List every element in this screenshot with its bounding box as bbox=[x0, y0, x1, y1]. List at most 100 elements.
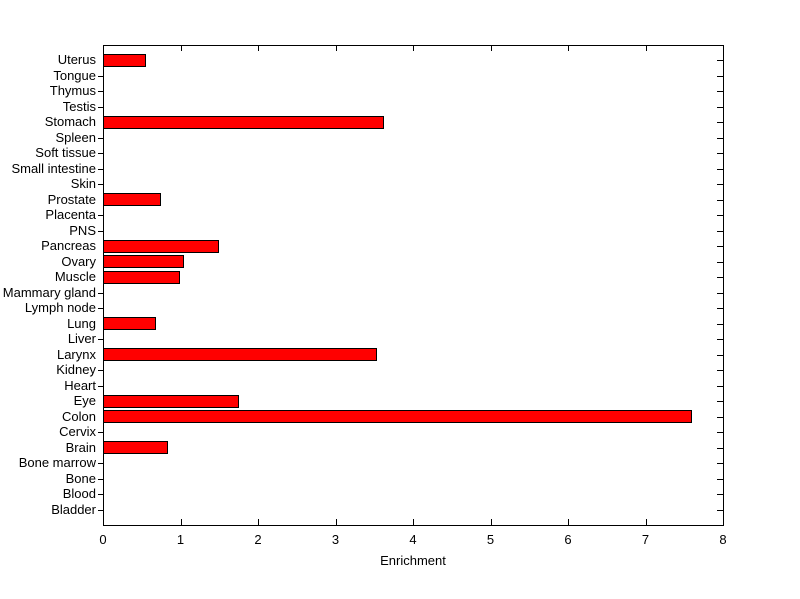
x-tick-top bbox=[645, 46, 647, 51]
x-tick-top bbox=[103, 46, 104, 51]
zero-value-dash bbox=[98, 231, 103, 232]
x-tick-top bbox=[568, 46, 569, 51]
y-tick-label: Skin bbox=[70, 176, 96, 192]
zero-value-dash bbox=[98, 91, 103, 92]
y-tick-label: Heart bbox=[64, 377, 96, 393]
bar bbox=[103, 54, 146, 67]
y-tick bbox=[717, 463, 723, 464]
y-tick-label: Lymph node bbox=[24, 300, 96, 316]
y-tick-label: Soft tissue bbox=[35, 145, 96, 161]
x-tick-top bbox=[335, 46, 337, 51]
y-tick-label: Small intestine bbox=[11, 160, 96, 176]
x-tick-top bbox=[490, 46, 492, 51]
bar bbox=[103, 193, 161, 206]
y-tick-label: Stomach bbox=[44, 114, 96, 130]
y-tick bbox=[717, 91, 723, 92]
x-tick-top bbox=[180, 46, 182, 51]
y-tick bbox=[717, 308, 723, 309]
y-tick-label: Lung bbox=[67, 315, 96, 331]
bar bbox=[103, 271, 180, 284]
bar bbox=[103, 410, 692, 423]
y-tick bbox=[717, 401, 723, 402]
x-tick-label: 0 bbox=[99, 532, 107, 547]
x-tick-bottom bbox=[103, 519, 104, 525]
x-tick-label: 1 bbox=[176, 532, 185, 547]
y-tick-label: Kidney bbox=[56, 362, 96, 378]
y-tick bbox=[717, 215, 723, 216]
y-tick-label: Placenta bbox=[45, 207, 96, 223]
x-tick-top bbox=[258, 46, 259, 51]
zero-value-dash bbox=[98, 479, 103, 480]
y-tick bbox=[717, 277, 723, 278]
x-tick-top bbox=[413, 46, 414, 51]
y-tick bbox=[717, 169, 723, 170]
y-tick-label: Spleen bbox=[55, 129, 96, 145]
y-tick bbox=[717, 324, 723, 325]
y-tick bbox=[717, 76, 723, 77]
bar bbox=[103, 317, 156, 330]
y-tick bbox=[717, 479, 723, 480]
y-tick bbox=[717, 355, 723, 356]
bar bbox=[103, 441, 168, 454]
y-tick-label: Larynx bbox=[56, 346, 96, 362]
bar bbox=[103, 348, 377, 361]
y-tick-label: Ovary bbox=[61, 253, 96, 269]
zero-value-dash bbox=[98, 293, 103, 294]
x-tick-bottom bbox=[645, 519, 647, 525]
x-tick-label: 6 bbox=[564, 532, 572, 547]
y-tick bbox=[717, 448, 723, 449]
y-tick-label: Thymus bbox=[49, 83, 96, 99]
y-tick-label: Liver bbox=[67, 331, 96, 347]
y-tick-label: Blood bbox=[62, 486, 96, 502]
y-tick bbox=[717, 231, 723, 232]
y-tick-label: Brain bbox=[65, 439, 96, 455]
y-tick-label: Muscle bbox=[54, 269, 96, 285]
zero-value-dash bbox=[98, 153, 103, 154]
y-tick bbox=[717, 184, 723, 185]
y-tick-label: Uterus bbox=[57, 52, 96, 68]
y-tick-label: Tongue bbox=[53, 67, 96, 83]
y-tick bbox=[717, 246, 723, 247]
bar bbox=[103, 116, 384, 129]
zero-value-dash bbox=[98, 494, 103, 495]
y-tick bbox=[717, 138, 723, 139]
y-tick-label: Prostate bbox=[47, 191, 96, 207]
y-tick bbox=[717, 432, 723, 433]
y-tick bbox=[717, 200, 723, 201]
y-tick-label: Bladder bbox=[51, 501, 96, 517]
bar bbox=[103, 395, 239, 408]
x-tick-label: 3 bbox=[331, 532, 340, 547]
y-tick-label: Testis bbox=[62, 98, 96, 114]
y-tick-label: Bone marrow bbox=[18, 455, 96, 471]
x-tick-bottom bbox=[180, 519, 182, 525]
zero-value-dash bbox=[98, 432, 103, 433]
y-tick bbox=[717, 262, 723, 263]
zero-value-dash bbox=[98, 215, 103, 216]
y-tick-label: Colon bbox=[62, 408, 96, 424]
y-tick bbox=[717, 386, 723, 387]
x-tick-bottom bbox=[490, 519, 492, 525]
y-tick bbox=[717, 494, 723, 495]
y-tick-label: Bone bbox=[65, 470, 96, 486]
y-tick bbox=[717, 60, 723, 61]
x-tick-label: 2 bbox=[254, 532, 262, 547]
x-tick-bottom bbox=[723, 519, 724, 525]
zero-value-dash bbox=[98, 370, 103, 371]
y-tick-label: Eye bbox=[73, 393, 96, 409]
zero-value-dash bbox=[98, 169, 103, 170]
zero-value-dash bbox=[98, 510, 103, 511]
x-tick-bottom bbox=[568, 519, 569, 525]
y-tick bbox=[717, 417, 723, 418]
x-tick-bottom bbox=[258, 519, 259, 525]
y-tick bbox=[717, 339, 723, 340]
plot-area bbox=[103, 45, 724, 526]
x-tick-label: 8 bbox=[719, 532, 727, 547]
bar bbox=[103, 240, 219, 253]
zero-value-dash bbox=[98, 339, 103, 340]
y-tick bbox=[717, 153, 723, 154]
x-tick-label: 4 bbox=[409, 532, 417, 547]
y-tick bbox=[717, 293, 723, 294]
y-tick-label: Cervix bbox=[59, 424, 96, 440]
x-tick-label: 7 bbox=[641, 532, 650, 547]
